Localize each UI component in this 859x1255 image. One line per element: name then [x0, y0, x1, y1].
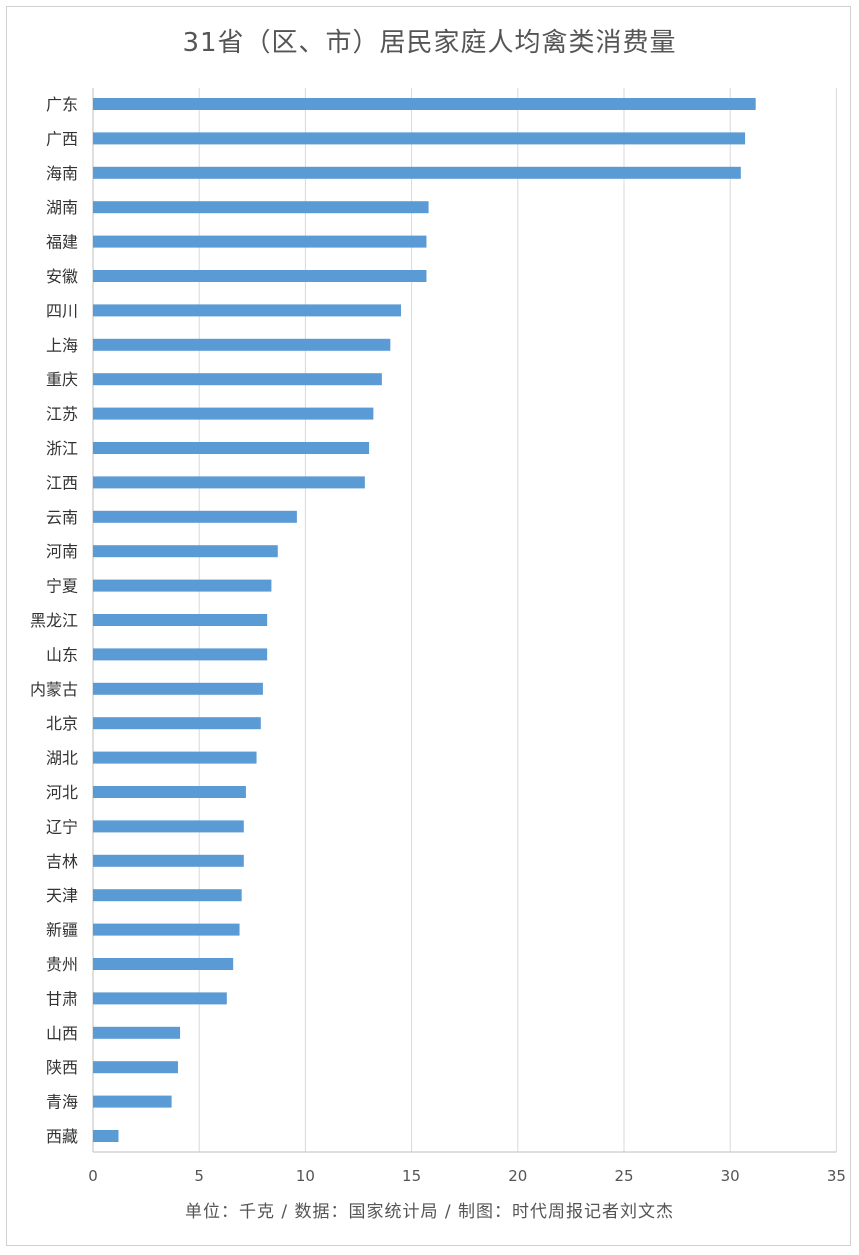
- category-label: 江苏: [46, 405, 78, 424]
- category-label: 安徽: [46, 267, 78, 286]
- category-label: 广东: [46, 95, 78, 114]
- bar-宁夏: [93, 579, 272, 592]
- bar-安徽: [93, 270, 427, 282]
- category-label: 湖北: [46, 749, 78, 768]
- category-label: 海南: [46, 164, 78, 183]
- bar-天津: [93, 889, 242, 902]
- x-tick-label: 35: [827, 1167, 846, 1185]
- bar-广东: [93, 98, 756, 110]
- category-label: 北京: [46, 714, 78, 733]
- bar-北京: [93, 717, 261, 730]
- bar-湖南: [93, 201, 429, 214]
- category-label: 重庆: [46, 370, 78, 389]
- bar-西藏: [93, 1130, 119, 1142]
- bar-云南: [93, 510, 297, 523]
- bar-山东: [93, 648, 268, 661]
- bar-内蒙古: [93, 682, 263, 695]
- bars: [93, 98, 756, 1142]
- bar-湖北: [93, 751, 257, 764]
- bar-上海: [93, 338, 391, 351]
- category-label: 广西: [46, 129, 78, 148]
- category-label: 福建: [46, 233, 78, 252]
- x-tick-label: 0: [88, 1167, 98, 1185]
- bar-广西: [93, 132, 746, 145]
- bar-江西: [93, 476, 365, 489]
- bar-陕西: [93, 1061, 178, 1074]
- x-tick-label: 30: [721, 1167, 740, 1185]
- category-label: 内蒙古: [30, 680, 78, 699]
- bar-贵州: [93, 958, 234, 970]
- bar-江苏: [93, 407, 374, 420]
- bar-重庆: [93, 373, 382, 386]
- bar-山西: [93, 1026, 181, 1039]
- category-label: 西藏: [46, 1127, 78, 1146]
- category-label: 江西: [46, 473, 78, 492]
- category-label: 云南: [46, 508, 78, 527]
- category-label: 宁夏: [46, 577, 78, 596]
- category-label: 湖南: [46, 198, 78, 217]
- x-tick-label: 25: [614, 1167, 633, 1185]
- x-tick-label: 20: [508, 1167, 527, 1185]
- category-label: 青海: [46, 1093, 78, 1112]
- x-tick-label: 15: [402, 1167, 421, 1185]
- category-label: 四川: [46, 301, 78, 320]
- category-label: 陕西: [46, 1058, 78, 1077]
- category-labels: 广东广西海南湖南福建安徽四川上海重庆江苏浙江江西云南河南宁夏黑龙江山东内蒙古北京…: [30, 95, 78, 1146]
- x-tick-label: 10: [296, 1167, 315, 1185]
- bar-福建: [93, 235, 427, 248]
- category-label: 吉林: [46, 852, 78, 871]
- category-label: 浙江: [46, 439, 78, 458]
- bar-河南: [93, 545, 278, 558]
- category-label: 黑龙江: [30, 611, 78, 630]
- bar-浙江: [93, 442, 370, 454]
- category-label: 山东: [46, 645, 78, 664]
- category-label: 上海: [46, 336, 78, 355]
- category-label: 河北: [46, 783, 78, 802]
- category-label: 辽宁: [46, 817, 78, 836]
- bar-河北: [93, 786, 246, 798]
- category-label: 天津: [46, 886, 78, 905]
- chart-footer-source: 单位：千克 / 数据：国家统计局 / 制图：时代周报记者刘文杰: [184, 1202, 675, 1222]
- bar-新疆: [93, 923, 240, 936]
- x-tick-label: 5: [194, 1167, 204, 1185]
- x-tick-labels: 0 5 10 15 20 25 30 35: [88, 1167, 846, 1185]
- category-label: 甘肃: [46, 989, 78, 1008]
- bar-辽宁: [93, 820, 244, 833]
- category-label: 山西: [46, 1024, 78, 1043]
- bar-吉林: [93, 854, 244, 867]
- gridlines: [92, 88, 837, 1153]
- bar-黑龙江: [93, 614, 268, 626]
- bar-甘肃: [93, 992, 227, 1005]
- bar-四川: [93, 304, 401, 317]
- category-label: 新疆: [46, 921, 78, 940]
- bar-青海: [93, 1095, 172, 1108]
- category-label: 贵州: [46, 955, 78, 974]
- bar-海南: [93, 166, 741, 179]
- category-label: 河南: [46, 542, 78, 561]
- chart-title: 31省（区、市）居民家庭人均禽类消费量: [182, 28, 677, 58]
